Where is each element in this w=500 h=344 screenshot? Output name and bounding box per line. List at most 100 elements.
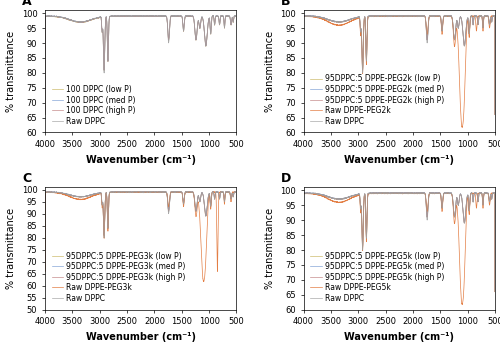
Y-axis label: % transmittance: % transmittance <box>6 208 16 289</box>
95DPPC:5 DPPE-PEG3k (med P) <box>156 190 162 194</box>
Raw DPPC <box>124 190 130 194</box>
95DPPC:5 DPPE-PEG3k (low P) <box>132 190 138 194</box>
Raw DPPC <box>218 14 224 18</box>
Raw DPPC <box>42 112 48 116</box>
95DPPC:5 DPPE-PEG2k (med P) <box>370 14 376 18</box>
100 DPPC (high P) <box>42 112 48 117</box>
95DPPC:5 DPPE-PEG3k (med P) <box>164 191 170 195</box>
95DPPC:5 DPPE-PEG2k (low P) <box>370 14 376 18</box>
Raw DPPE-PEG3k <box>156 190 162 194</box>
95DPPC:5 DPPE-PEG5k (med P) <box>300 289 306 293</box>
Line: 95DPPC:5 DPPE-PEG3k (low P): 95DPPC:5 DPPE-PEG3k (low P) <box>45 192 236 271</box>
95DPPC:5 DPPE-PEG5k (high P) <box>340 197 346 201</box>
95DPPC:5 DPPE-PEG3k (high P) <box>111 190 117 194</box>
95DPPC:5 DPPE-PEG2k (high P) <box>300 112 306 117</box>
95DPPC:5 DPPE-PEG2k (low P) <box>382 13 388 18</box>
95DPPC:5 DPPE-PEG2k (med P) <box>477 14 483 18</box>
95DPPC:5 DPPE-PEG3k (med P) <box>111 190 117 194</box>
Raw DPPC <box>132 190 138 194</box>
100 DPPC (med P) <box>234 112 239 117</box>
95DPPC:5 DPPE-PEG5k (high P) <box>382 191 388 195</box>
95DPPC:5 DPPE-PEG3k (low P) <box>82 194 88 198</box>
95DPPC:5 DPPE-PEG2k (med P) <box>340 20 346 24</box>
95DPPC:5 DPPE-PEG5k (med P) <box>414 191 420 195</box>
95DPPC:5 DPPE-PEG2k (low P) <box>300 112 306 117</box>
Raw DPPC <box>422 15 428 20</box>
Line: Raw DPPC: Raw DPPC <box>45 192 236 271</box>
95DPPC:5 DPPE-PEG5k (low P) <box>340 197 346 201</box>
95DPPC:5 DPPE-PEG5k (med P) <box>391 191 397 195</box>
Line: Raw DPPE-PEG5k: Raw DPPE-PEG5k <box>304 193 495 304</box>
Raw DPPC <box>340 20 346 24</box>
Raw DPPC <box>218 190 224 194</box>
Raw DPPC <box>370 191 376 195</box>
100 DPPC (low P) <box>124 14 130 18</box>
Raw DPPC <box>300 112 306 116</box>
Line: 95DPPC:5 DPPE-PEG2k (high P): 95DPPC:5 DPPE-PEG2k (high P) <box>304 15 495 115</box>
100 DPPC (high P) <box>234 112 239 117</box>
95DPPC:5 DPPE-PEG3k (high P) <box>218 190 224 194</box>
95DPPC:5 DPPE-PEG3k (med P) <box>42 269 48 273</box>
95DPPC:5 DPPE-PEG5k (low P) <box>300 289 306 293</box>
Raw DPPC <box>492 290 498 294</box>
Line: Raw DPPE-PEG2k: Raw DPPE-PEG2k <box>304 15 495 127</box>
Raw DPPC <box>422 193 428 197</box>
100 DPPC (med P) <box>82 20 88 24</box>
Raw DPPE-PEG3k <box>124 190 130 194</box>
95DPPC:5 DPPE-PEG2k (low P) <box>477 14 483 18</box>
Line: 95DPPC:5 DPPE-PEG5k (high P): 95DPPC:5 DPPE-PEG5k (high P) <box>304 193 495 292</box>
95DPPC:5 DPPE-PEG5k (high P) <box>391 191 397 195</box>
Raw DPPC <box>111 14 117 18</box>
95DPPC:5 DPPE-PEG5k (high P) <box>414 191 420 195</box>
Raw DPPC <box>340 197 346 201</box>
Raw DPPC <box>156 190 162 194</box>
Raw DPPE-PEG2k <box>340 23 346 27</box>
Raw DPPC <box>164 15 170 20</box>
Raw DPPE-PEG5k <box>478 192 484 196</box>
Line: Raw DPPE-PEG3k: Raw DPPE-PEG3k <box>45 192 236 281</box>
X-axis label: Wavenumber (cm⁻¹): Wavenumber (cm⁻¹) <box>344 332 455 342</box>
95DPPC:5 DPPE-PEG3k (high P) <box>42 269 48 273</box>
95DPPC:5 DPPE-PEG2k (low P) <box>414 14 420 18</box>
100 DPPC (low P) <box>234 112 239 117</box>
95DPPC:5 DPPE-PEG2k (high P) <box>370 14 376 18</box>
Raw DPPC <box>414 14 420 18</box>
95DPPC:5 DPPE-PEG2k (high P) <box>477 14 483 18</box>
Raw DPPC <box>391 14 397 18</box>
95DPPC:5 DPPE-PEG2k (med P) <box>391 14 397 18</box>
Raw DPPE-PEG2k <box>414 14 420 18</box>
95DPPC:5 DPPE-PEG3k (low P) <box>42 269 48 273</box>
Raw DPPC <box>370 14 376 18</box>
Raw DPPC <box>391 191 397 195</box>
Y-axis label: % transmittance: % transmittance <box>6 31 16 112</box>
100 DPPC (low P) <box>82 20 88 24</box>
Raw DPPE-PEG3k <box>164 191 170 195</box>
X-axis label: Wavenumber (cm⁻¹): Wavenumber (cm⁻¹) <box>86 332 196 342</box>
100 DPPC (high P) <box>218 14 224 18</box>
Line: 95DPPC:5 DPPE-PEG3k (med P): 95DPPC:5 DPPE-PEG3k (med P) <box>45 191 236 271</box>
95DPPC:5 DPPE-PEG5k (low P) <box>492 290 498 294</box>
95DPPC:5 DPPE-PEG3k (low P) <box>111 190 117 194</box>
100 DPPC (high P) <box>82 20 88 24</box>
95DPPC:5 DPPE-PEG2k (high P) <box>382 13 388 18</box>
X-axis label: Wavenumber (cm⁻¹): Wavenumber (cm⁻¹) <box>86 155 196 165</box>
Raw DPPC <box>382 13 388 18</box>
100 DPPC (high P) <box>164 15 170 20</box>
Line: 100 DPPC (high P): 100 DPPC (high P) <box>45 15 236 115</box>
100 DPPC (high P) <box>132 14 138 18</box>
100 DPPC (high P) <box>111 14 117 18</box>
95DPPC:5 DPPE-PEG3k (med P) <box>124 189 130 193</box>
Raw DPPE-PEG2k <box>300 112 306 117</box>
95DPPC:5 DPPE-PEG5k (med P) <box>382 190 388 194</box>
100 DPPC (high P) <box>156 14 162 18</box>
95DPPC:5 DPPE-PEG5k (high P) <box>492 290 498 294</box>
95DPPC:5 DPPE-PEG5k (low P) <box>370 191 376 195</box>
95DPPC:5 DPPE-PEG5k (low P) <box>477 191 483 195</box>
100 DPPC (low P) <box>111 14 117 19</box>
Raw DPPE-PEG2k <box>460 125 466 129</box>
Raw DPPC <box>42 269 48 273</box>
Line: 95DPPC:5 DPPE-PEG2k (low P): 95DPPC:5 DPPE-PEG2k (low P) <box>304 15 495 115</box>
95DPPC:5 DPPE-PEG2k (med P) <box>492 112 498 116</box>
95DPPC:5 DPPE-PEG5k (low P) <box>391 191 397 195</box>
95DPPC:5 DPPE-PEG3k (med P) <box>132 190 138 194</box>
